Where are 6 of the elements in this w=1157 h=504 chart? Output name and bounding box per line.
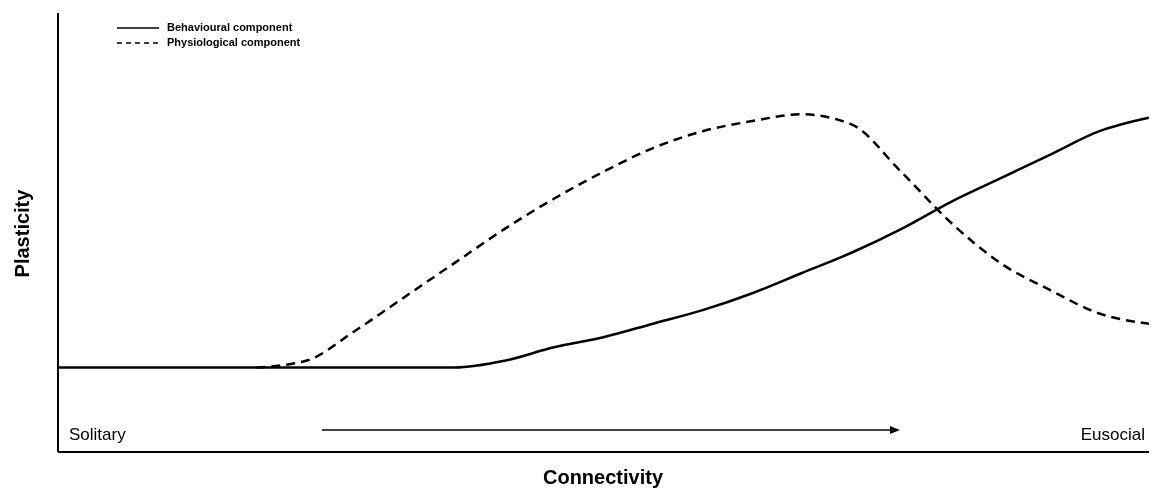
y-axis-title: Plasticity: [11, 189, 35, 277]
legend-label: Behavioural component: [167, 20, 293, 35]
legend-label: Physiological component: [167, 35, 301, 50]
annotation: Solitary: [69, 425, 126, 445]
annotation: Eusocial: [1080, 425, 1145, 445]
x-axis-title: Connectivity: [542, 466, 664, 489]
